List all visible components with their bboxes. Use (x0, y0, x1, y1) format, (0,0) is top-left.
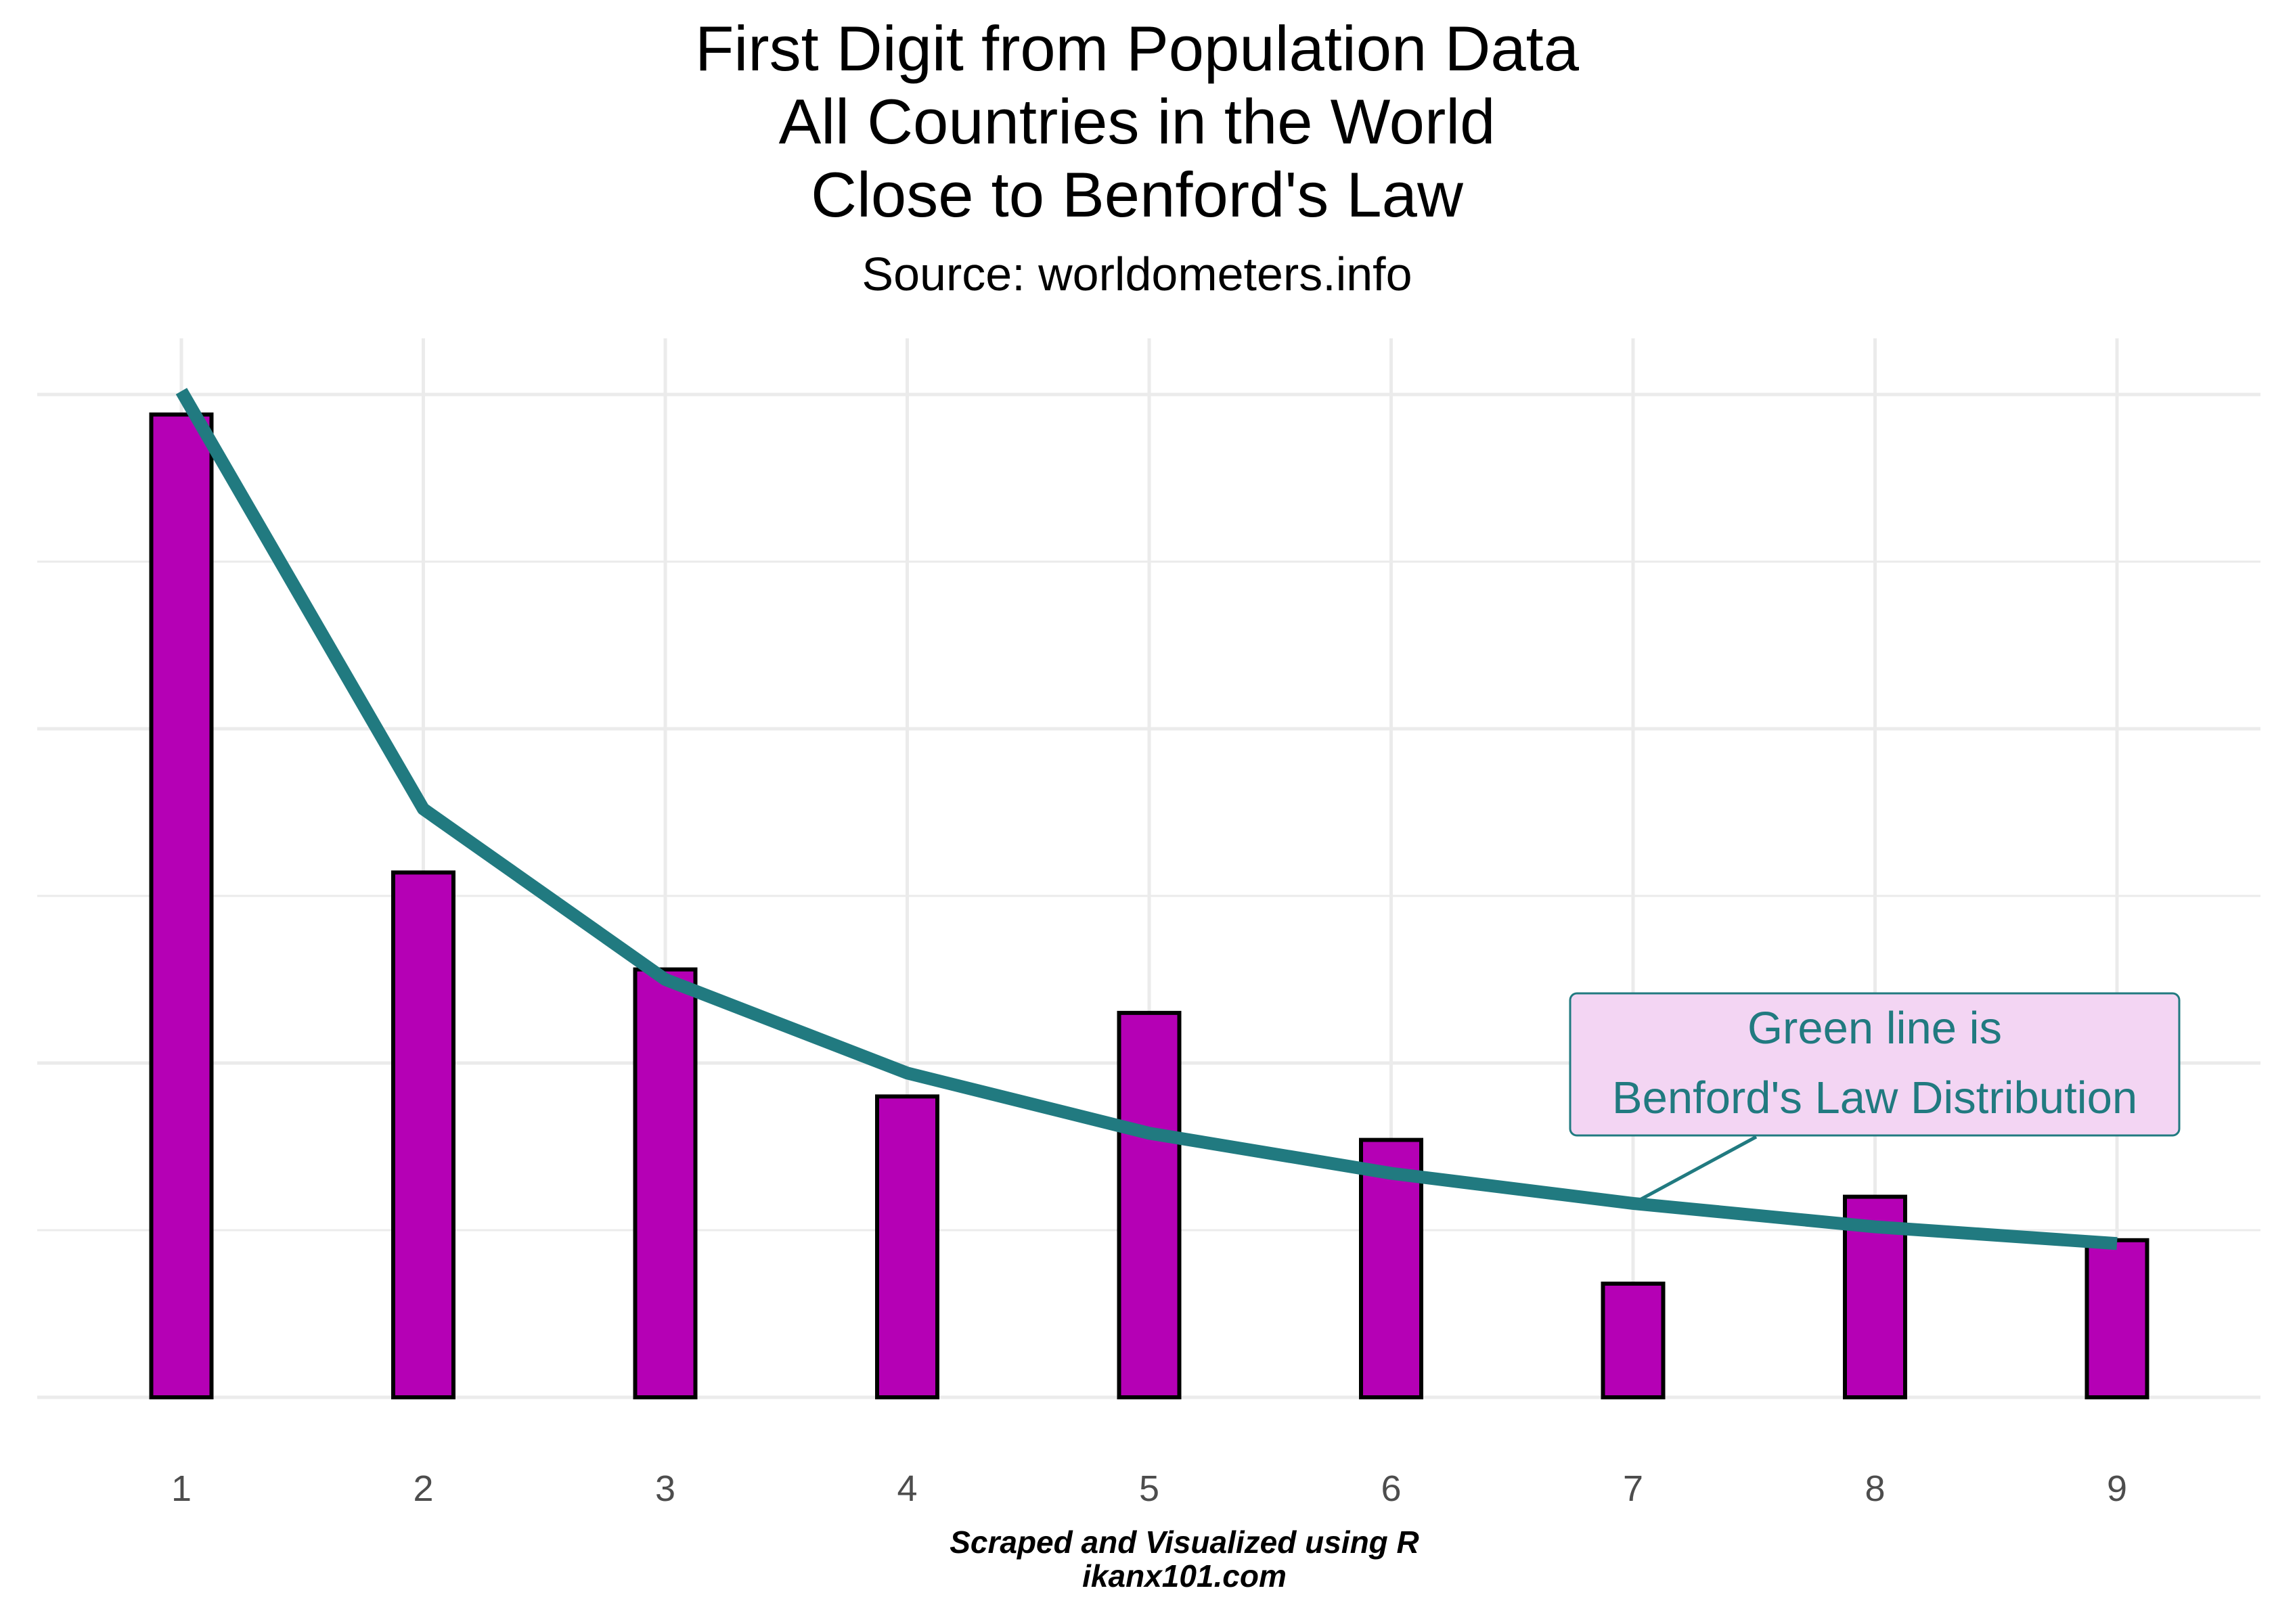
annotation-box (1569, 992, 2181, 1137)
chart-subtitle: Source: worldometers.info (862, 248, 1412, 300)
x-tick-label-7: 7 (1623, 1468, 1643, 1509)
benford-line (175, 388, 2118, 1250)
x-tick-label-1: 1 (171, 1468, 192, 1509)
caption-line-1: Scraped and Visualized using R (950, 1525, 1419, 1560)
chart-title-line-1: First Digit from Population Data (694, 13, 1580, 84)
x-tick-label-4: 4 (897, 1468, 917, 1509)
bar-digit-9 (2084, 1238, 2149, 1400)
annotation-text-line-1: Green line is (1747, 1003, 2002, 1054)
chart-title-block: First Digit from Population Data All Cou… (0, 12, 2274, 302)
x-tick-label-3: 3 (655, 1468, 675, 1509)
bar-digit-7 (1601, 1282, 1666, 1399)
chart-title-line-3: Close to Benford's Law (811, 159, 1463, 230)
x-tick-label-8: 8 (1865, 1468, 1885, 1509)
annotation-connector (1632, 1135, 1758, 1205)
bar-digit-1 (149, 412, 214, 1399)
chart-title-line-2: All Countries in the World (778, 86, 1496, 157)
annotation-text-line-2: Benford's Law Distribution (1612, 1073, 2137, 1123)
bar-digit-3 (633, 967, 698, 1400)
chart-caption: Scraped and Visualized using R ikanx101.… (880, 1525, 1489, 1593)
x-tick-label-9: 9 (2107, 1468, 2127, 1509)
x-tick-label-6: 6 (1381, 1468, 1401, 1509)
x-tick-label-5: 5 (1139, 1468, 1159, 1509)
bar-digit-5 (1117, 1010, 1182, 1399)
bar-digit-4 (875, 1094, 939, 1400)
x-tick-label-2: 2 (413, 1468, 433, 1509)
bar-digit-2 (391, 870, 455, 1399)
caption-line-2: ikanx101.com (1082, 1558, 1287, 1594)
bar-digit-6 (1359, 1137, 1423, 1399)
